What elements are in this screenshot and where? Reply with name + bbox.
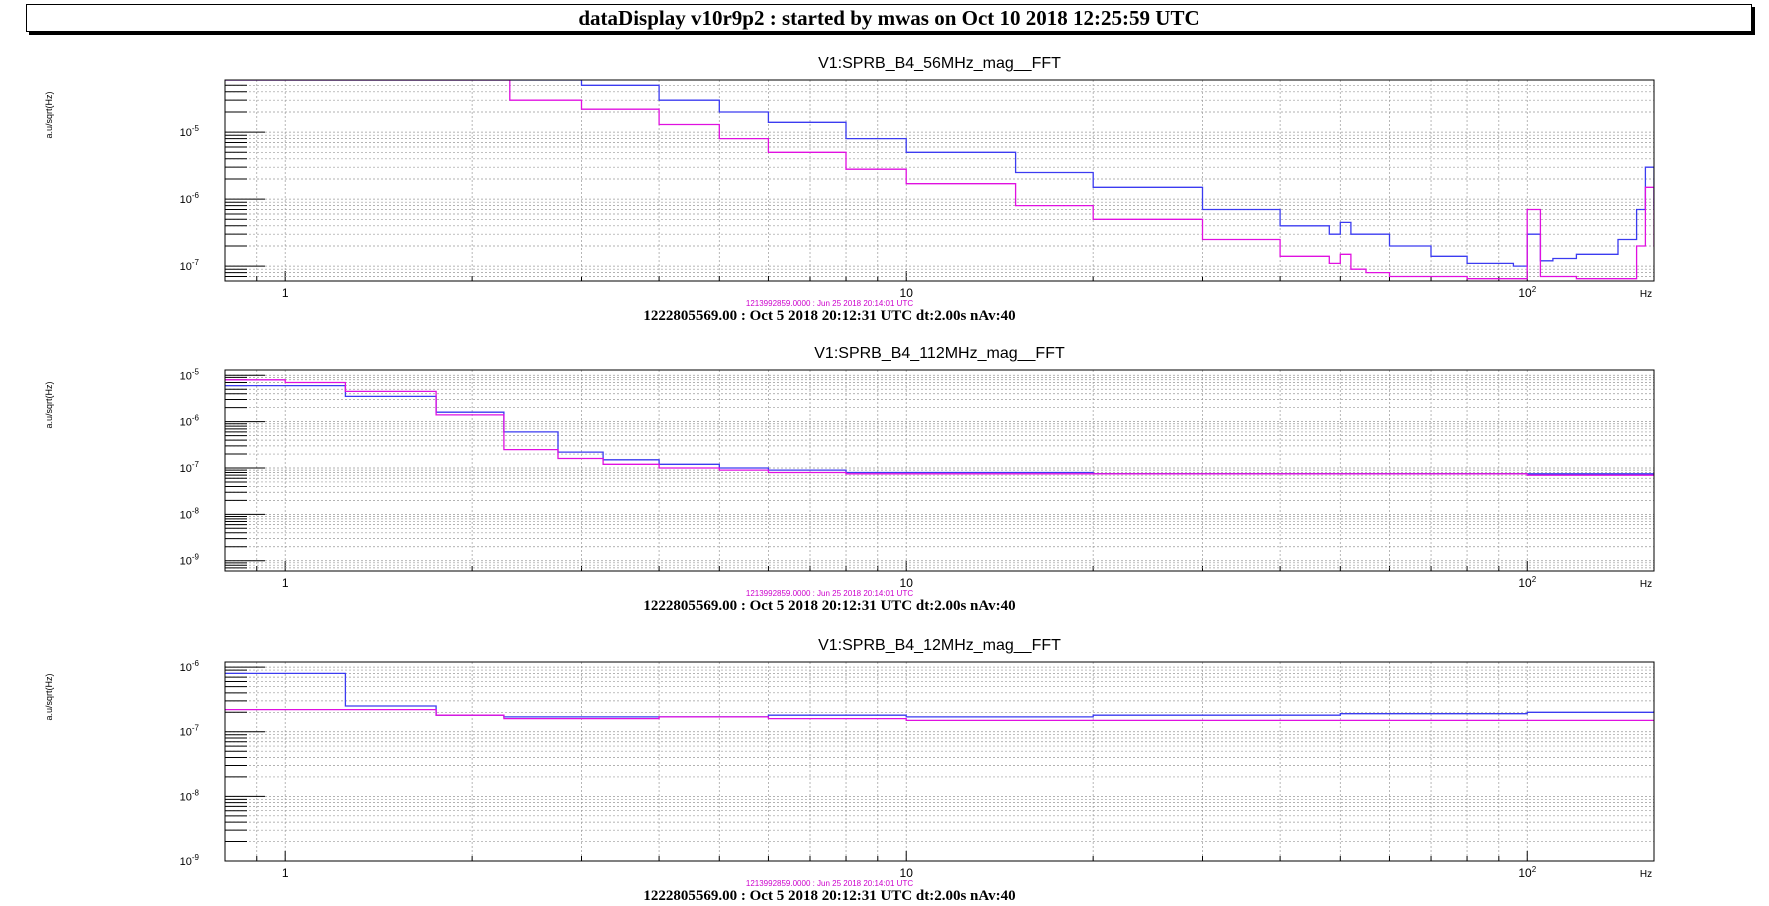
- x-tick-label: 102: [1518, 865, 1536, 880]
- series-line-reference: [225, 708, 1654, 722]
- panel-title: V1:SPRB_B4_112MHz_mag__FFT: [814, 345, 1065, 362]
- x-tick-label: 1: [282, 866, 289, 880]
- x-axis-unit: Hz: [1640, 869, 1652, 880]
- series-line-reference: [225, 379, 1654, 476]
- y-tick-label: 10-5: [180, 124, 200, 139]
- x-tick-label: 102: [1518, 285, 1536, 300]
- panel-3: V1:SPRB_B4_12MHz_mag__FFT a.u/sqrt(Hz) 10-…: [44, 637, 1655, 904]
- x-tick-label: 102: [1518, 575, 1536, 590]
- panel-2: V1:SPRB_B4_112MHz_mag__FFT a.u/sqrt(Hz) 10…: [44, 345, 1655, 614]
- y-axis-label: a.u/sqrt(Hz): [44, 381, 54, 428]
- plot-frame: [224, 661, 1655, 862]
- x-tick-label: 1: [282, 576, 289, 590]
- reference-timestamp: 1213992859.0000 : Jun 25 2018 20:14:01 U…: [746, 879, 913, 888]
- series-line-current: [225, 672, 1654, 718]
- series-line-reference: [225, 80, 1654, 280]
- current-timestamp: 1222805569.00 : Oct 5 2018 20:12:31 UTC …: [643, 888, 1015, 904]
- reference-timestamp: 1213992859.0000 : Jun 25 2018 20:14:01 U…: [746, 589, 913, 598]
- x-tick-label: 10: [900, 576, 914, 590]
- y-tick-label: 10-6: [180, 191, 200, 206]
- y-tick-label: 10-5: [180, 367, 200, 382]
- y-tick-label: 10-7: [180, 258, 200, 273]
- series-line-current: [225, 80, 1654, 267]
- plot-frame: [224, 369, 1655, 572]
- panel-title: V1:SPRB_B4_56MHz_mag__FFT: [818, 55, 1061, 72]
- y-tick-label: 10-7: [180, 724, 200, 739]
- x-tick-label: 10: [900, 286, 914, 300]
- y-tick-label: 10-8: [180, 506, 200, 521]
- x-axis-unit: Hz: [1640, 289, 1652, 300]
- y-tick-label: 10-6: [180, 659, 200, 674]
- x-tick-label: 1: [282, 286, 289, 300]
- current-timestamp: 1222805569.00 : Oct 5 2018 20:12:31 UTC …: [643, 308, 1015, 324]
- plot-frame: [224, 79, 1655, 282]
- x-tick-label: 10: [900, 866, 914, 880]
- y-tick-label: 10-9: [180, 553, 200, 568]
- series-line-current: [225, 384, 1654, 475]
- panel-title: V1:SPRB_B4_12MHz_mag__FFT: [818, 637, 1061, 654]
- x-axis-unit: Hz: [1640, 579, 1652, 590]
- y-tick-label: 10-6: [180, 414, 200, 429]
- y-tick-label: 10-9: [180, 853, 200, 868]
- y-tick-label: 10-8: [180, 788, 200, 803]
- y-axis-label: a.u/sqrt(Hz): [44, 673, 54, 720]
- current-timestamp: 1222805569.00 : Oct 5 2018 20:12:31 UTC …: [643, 598, 1015, 614]
- window-title: dataDisplay v10r9p2 : started by mwas on…: [26, 4, 1752, 32]
- reference-timestamp: 1213992859.0000 : Jun 25 2018 20:14:01 U…: [746, 299, 913, 308]
- y-tick-label: 10-7: [180, 460, 200, 475]
- panel-1: V1:SPRB_B4_56MHz_mag__FFT a.u/sqrt(Hz) 10-…: [44, 55, 1655, 324]
- y-axis-label: a.u/sqrt(Hz): [44, 91, 54, 138]
